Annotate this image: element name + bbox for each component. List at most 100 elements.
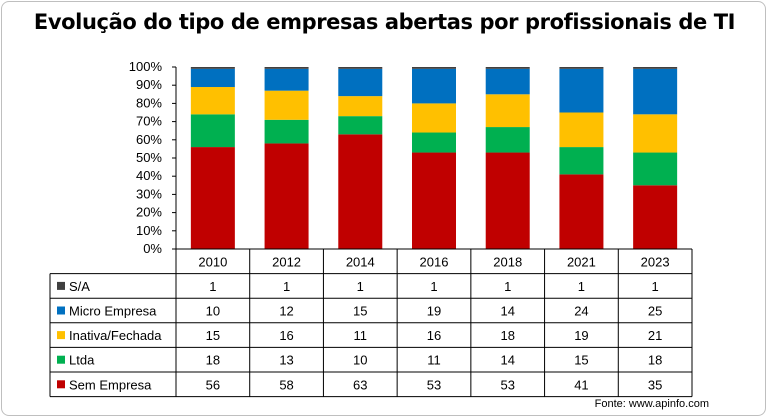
data-value-label: 56: [206, 377, 220, 392]
bar-segment-micro-empresa: [264, 68, 309, 91]
legend-key-ltda: [57, 355, 65, 364]
legend-label: Inativa/Fechada: [69, 328, 162, 343]
data-value-label: 1: [578, 279, 585, 294]
data-value-label: 58: [279, 377, 293, 392]
data-value-label: 18: [500, 328, 514, 343]
bar-segment-inativa-fechada: [485, 94, 530, 128]
source-note: Fonte: www.apinfo.com: [594, 398, 709, 410]
data-value-label: 15: [206, 328, 220, 343]
bar-segment-ltda: [559, 147, 604, 175]
data-value-label: 21: [648, 328, 662, 343]
y-tick-label: 40%: [136, 168, 162, 183]
data-value-label: 1: [357, 279, 364, 294]
bar-segment-micro-empresa: [633, 68, 678, 115]
y-tick-label: 60%: [136, 132, 162, 147]
data-value-label: 1: [283, 279, 290, 294]
data-value-label: 15: [353, 304, 367, 319]
bar-segment-inativa-fechada: [633, 114, 678, 153]
data-value-label: 16: [279, 328, 293, 343]
bar-segment-s-a: [190, 67, 235, 69]
bar-segment-s-a: [264, 67, 309, 69]
y-tick-label: 30%: [136, 186, 162, 201]
x-category-label: 2010: [198, 254, 227, 269]
data-value-label: 16: [427, 328, 441, 343]
bar-segment-s-a: [485, 67, 530, 69]
x-category-label: 2012: [272, 254, 301, 269]
data-value-label: 53: [427, 377, 441, 392]
data-value-label: 14: [500, 353, 514, 368]
bar-segment-s-a: [338, 67, 383, 69]
bar-segment-micro-empresa: [338, 68, 383, 97]
bar-segment-ltda: [485, 127, 530, 153]
y-tick-label: 80%: [136, 95, 162, 110]
legend-label: Micro Empresa: [69, 304, 157, 319]
bar-segment-s-a: [633, 67, 678, 69]
y-tick-label: 10%: [136, 223, 162, 238]
data-value-label: 14: [500, 304, 514, 319]
data-value-label: 53: [500, 377, 514, 392]
data-value-label: 1: [209, 279, 216, 294]
data-value-label: 1: [652, 279, 659, 294]
x-category-label: 2021: [567, 254, 596, 269]
y-tick-label: 70%: [136, 114, 162, 129]
data-value-label: 1: [430, 279, 437, 294]
y-tick-label: 90%: [136, 77, 162, 92]
data-value-label: 18: [648, 353, 662, 368]
chart-title: Evolução do tipo de empresas abertas por…: [33, 10, 736, 34]
x-category-label: 2016: [420, 254, 449, 269]
data-value-label: 19: [574, 328, 588, 343]
x-category-label: 2018: [493, 254, 522, 269]
bar-segment-micro-empresa: [190, 68, 235, 88]
bar-segment-sem-empresa: [633, 185, 678, 249]
bar-segment-micro-empresa: [412, 68, 456, 104]
bar-segment-inativa-fechada: [412, 103, 456, 133]
x-category-label: 2023: [641, 254, 670, 269]
bar-segment-sem-empresa: [485, 152, 530, 249]
data-value-label: 35: [648, 377, 662, 392]
legend-key-s-a: [57, 281, 65, 290]
x-category-label: 2014: [346, 254, 375, 269]
data-value-label: 19: [427, 304, 441, 319]
y-tick-label: 20%: [136, 205, 162, 220]
data-value-label: 15: [574, 353, 588, 368]
bar-segment-s-a: [559, 67, 604, 69]
data-value-label: 10: [353, 353, 367, 368]
bar-segment-ltda: [190, 114, 235, 148]
bar-segment-sem-empresa: [412, 152, 456, 249]
bar-segment-ltda: [412, 132, 456, 153]
y-tick-label: 50%: [136, 150, 162, 165]
bar-segment-inativa-fechada: [559, 112, 604, 148]
bar-segment-sem-empresa: [190, 147, 235, 249]
bar-segment-micro-empresa: [559, 68, 604, 113]
legend-key-sem-empresa: [57, 380, 65, 389]
bar-segment-ltda: [338, 116, 383, 135]
bar-segment-ltda: [264, 119, 309, 144]
bar-segment-sem-empresa: [264, 143, 309, 249]
data-value-label: 63: [353, 377, 367, 392]
data-value-label: 18: [206, 353, 220, 368]
data-value-label: 11: [427, 353, 441, 368]
bar-segment-micro-empresa: [485, 68, 530, 95]
y-tick-label: 0%: [143, 241, 162, 256]
legend-label: Ltda: [69, 353, 95, 368]
bar-segment-sem-empresa: [559, 174, 604, 249]
data-value-label: 12: [279, 304, 293, 319]
bar-segment-sem-empresa: [338, 134, 383, 249]
y-tick-label: 100%: [129, 59, 163, 74]
bar-segment-ltda: [633, 152, 678, 186]
legend-key-micro-empresa: [57, 306, 65, 315]
data-value-label: 41: [574, 377, 588, 392]
legend-key-inativa-fechada: [57, 331, 65, 340]
bar-segment-inativa-fechada: [190, 87, 235, 115]
data-value-label: 10: [206, 304, 220, 319]
legend-label: Sem Empresa: [69, 377, 152, 392]
data-value-label: 24: [574, 304, 588, 319]
data-value-label: 13: [279, 353, 293, 368]
bar-segment-inativa-fechada: [264, 90, 309, 120]
data-value-label: 11: [354, 328, 368, 343]
bar-segment-s-a: [412, 67, 456, 69]
data-value-label: 25: [648, 304, 662, 319]
legend-label: S/A: [69, 279, 90, 294]
bar-segment-inativa-fechada: [338, 96, 383, 117]
